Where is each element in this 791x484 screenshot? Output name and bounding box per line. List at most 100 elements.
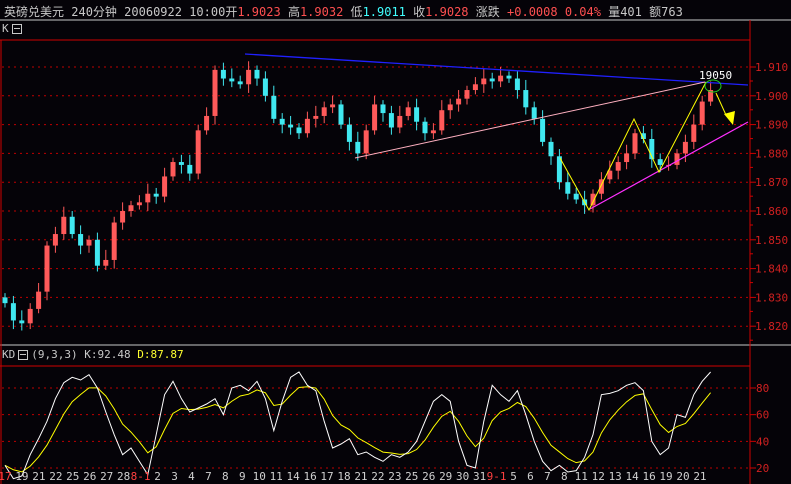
candle-up bbox=[61, 216, 67, 235]
candle-up bbox=[36, 291, 42, 309]
candle-up bbox=[598, 179, 604, 194]
close-value: 1.9028 bbox=[425, 5, 469, 19]
date-label: 17 bbox=[320, 470, 333, 483]
candle-down bbox=[187, 164, 193, 174]
candle-up bbox=[145, 193, 151, 203]
candle-down bbox=[296, 127, 302, 134]
change-pct: 0.04% bbox=[564, 5, 601, 19]
candle-up bbox=[498, 75, 504, 82]
date-label: 26 bbox=[422, 470, 435, 483]
period[interactable]: 240分钟 bbox=[71, 5, 117, 19]
candle-down bbox=[271, 95, 277, 119]
price-tick-label: 1.900 bbox=[755, 90, 788, 103]
candle-down bbox=[220, 69, 226, 79]
collapse-icon[interactable] bbox=[11, 24, 22, 34]
candle-up bbox=[456, 98, 462, 105]
date-label: 14 bbox=[287, 470, 301, 483]
candle-up bbox=[103, 259, 109, 266]
candle-up bbox=[691, 124, 697, 142]
candle-up bbox=[136, 202, 142, 206]
candle-down bbox=[338, 104, 344, 125]
date-label: 8-1 bbox=[131, 470, 151, 483]
candle-up bbox=[52, 234, 58, 246]
date-label: 22 bbox=[371, 470, 384, 483]
date-label: 7 bbox=[205, 470, 212, 483]
high-label: 高 bbox=[287, 5, 300, 19]
date-label: 9 bbox=[239, 470, 246, 483]
candle-up bbox=[682, 141, 688, 154]
candle-up bbox=[632, 133, 638, 154]
candle-up bbox=[44, 245, 50, 292]
date-label: 17 bbox=[0, 470, 12, 483]
candle-up bbox=[372, 104, 378, 131]
candle-up bbox=[615, 162, 621, 171]
price-tick-label: 1.870 bbox=[755, 176, 788, 189]
price-tick-label: 1.860 bbox=[755, 205, 788, 218]
collapse-icon[interactable] bbox=[18, 350, 29, 360]
candle-up bbox=[447, 104, 453, 111]
date-label: 8 bbox=[222, 470, 229, 483]
date-label: 19 bbox=[15, 470, 28, 483]
date-label: 22 bbox=[49, 470, 62, 483]
support-line bbox=[589, 121, 749, 210]
amount-value: 763 bbox=[661, 5, 683, 19]
date-label: 21 bbox=[32, 470, 45, 483]
date-label: 29 bbox=[439, 470, 452, 483]
price-tick-label: 1.890 bbox=[755, 119, 788, 132]
candle-up bbox=[321, 107, 327, 116]
high-value: 1.9032 bbox=[299, 5, 344, 19]
candle-down bbox=[355, 141, 361, 154]
candle-up bbox=[170, 162, 176, 177]
kd-panel-label: KD (9,3,3) K:92.48 D:87.87 bbox=[2, 348, 184, 361]
low-value: 1.9011 bbox=[362, 5, 406, 19]
price-tick-label: 1.850 bbox=[755, 234, 788, 247]
date-label: 6 bbox=[527, 470, 534, 483]
candle-up bbox=[246, 69, 252, 85]
d-line bbox=[4, 386, 711, 473]
candle-down bbox=[649, 139, 655, 160]
date-label: 11 bbox=[270, 470, 283, 483]
date-label: 9-1 bbox=[487, 470, 507, 483]
k-value: K:92.48 bbox=[84, 348, 131, 361]
kd-label: KD bbox=[2, 348, 16, 361]
low-label: 低 bbox=[350, 5, 363, 19]
candle-down bbox=[254, 69, 260, 79]
candle-down bbox=[573, 193, 579, 200]
candle-up bbox=[708, 90, 714, 102]
candle-down bbox=[388, 113, 394, 128]
date-label: 23 bbox=[388, 470, 401, 483]
volume-value: 401 bbox=[620, 5, 642, 19]
date-label: 11 bbox=[575, 470, 588, 483]
candle-down bbox=[19, 320, 25, 324]
date-label: 19 bbox=[659, 470, 672, 483]
candle-up bbox=[674, 153, 680, 165]
candle-down bbox=[229, 78, 235, 82]
annotation-label: 19050 bbox=[699, 69, 732, 82]
date-label: 8 bbox=[561, 470, 568, 483]
candle-down bbox=[640, 133, 646, 139]
candle-down bbox=[2, 297, 8, 304]
candle-down bbox=[78, 234, 84, 246]
candle-up bbox=[397, 115, 403, 128]
candle-down bbox=[514, 78, 520, 91]
candle-up bbox=[162, 176, 168, 197]
date-label: 7 bbox=[544, 470, 551, 483]
candle-down bbox=[288, 124, 294, 128]
candle-down bbox=[94, 239, 100, 266]
candle-down bbox=[380, 104, 386, 114]
open-value: 1.9023 bbox=[237, 5, 281, 19]
kd-tick-label: 60 bbox=[756, 409, 769, 422]
forecast-arrow-shaft bbox=[715, 92, 727, 116]
candle-down bbox=[153, 193, 159, 197]
candle-down bbox=[414, 107, 420, 122]
candle-down bbox=[556, 156, 562, 183]
date-label: 12 bbox=[592, 470, 605, 483]
candle-up bbox=[195, 130, 201, 174]
price-tick-label: 1.840 bbox=[755, 263, 788, 276]
candle-up bbox=[204, 115, 210, 131]
date-label: 21 bbox=[693, 470, 706, 483]
date-label: 28 bbox=[117, 470, 130, 483]
candle-down bbox=[262, 78, 268, 96]
candle-down bbox=[523, 90, 529, 108]
